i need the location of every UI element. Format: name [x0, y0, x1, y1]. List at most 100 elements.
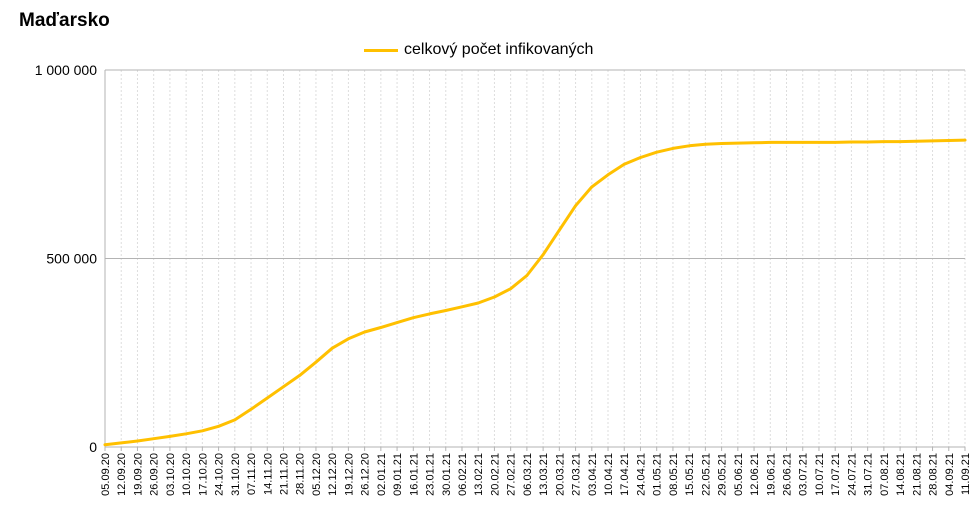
- data-point: [915, 139, 918, 143]
- legend: celkový počet infikovaných: [364, 41, 593, 59]
- x-tick-label: 03.04.21: [587, 453, 599, 496]
- data-point: [931, 139, 934, 143]
- data-point: [493, 295, 496, 299]
- x-tick-label: 12.06.21: [749, 453, 761, 496]
- x-tick-label: 08.05.21: [668, 453, 680, 496]
- x-tick-label: 12.09.20: [116, 453, 128, 496]
- data-point: [103, 443, 107, 447]
- x-tick-label: 05.09.20: [100, 453, 112, 496]
- data-point: [622, 162, 626, 166]
- x-tick-label: 27.03.21: [571, 453, 583, 496]
- data-point: [152, 437, 155, 441]
- data-point: [265, 396, 269, 400]
- data-point: [412, 316, 415, 319]
- data-point: [752, 141, 756, 145]
- x-tick-label: 05.12.20: [311, 453, 323, 496]
- x-tick-label: 03.10.20: [165, 453, 177, 496]
- data-point: [119, 441, 123, 445]
- x-tick-label: 26.09.20: [149, 453, 161, 496]
- data-point: [476, 301, 480, 305]
- x-tick-label: 11.09.21: [960, 453, 972, 495]
- data-point: [541, 253, 545, 257]
- data-point: [282, 385, 285, 388]
- x-tick-label: 21.08.21: [911, 453, 923, 496]
- y-tick-label: 0: [89, 439, 97, 455]
- x-tick-label: 17.07.21: [830, 453, 842, 496]
- data-point: [184, 432, 188, 436]
- data-point: [379, 326, 383, 329]
- data-point: [298, 374, 302, 377]
- x-tick-label: 22.05.21: [700, 453, 712, 496]
- data-point: [671, 147, 675, 150]
- x-tick-label: 26.06.21: [782, 453, 794, 496]
- x-tick-label: 03.07.21: [798, 453, 810, 496]
- x-tick-label: 10.10.20: [181, 453, 193, 496]
- data-point: [363, 330, 366, 334]
- x-tick-label: 13.03.21: [538, 453, 550, 496]
- x-tick-label: 04.09.21: [944, 453, 956, 496]
- data-point: [233, 418, 237, 422]
- data-point: [768, 141, 772, 144]
- x-tick-label: 24.10.20: [214, 453, 226, 496]
- x-tick-label: 31.10.20: [230, 453, 242, 496]
- x-tick-label: 07.11.20: [246, 453, 258, 495]
- data-point: [963, 138, 967, 142]
- x-tick-label: 02.01.21: [376, 453, 388, 496]
- x-tick-label: 07.08.21: [879, 453, 891, 496]
- x-tick-label: 19.06.21: [765, 453, 777, 496]
- data-point: [850, 140, 853, 144]
- data-point: [655, 150, 658, 154]
- x-tick-label: 12.12.20: [327, 453, 339, 496]
- data-point: [168, 435, 172, 438]
- x-tick-label: 29.05.21: [717, 453, 729, 496]
- data-point: [460, 305, 464, 309]
- x-tick-label: 20.02.21: [489, 453, 501, 496]
- data-point: [606, 173, 610, 177]
- x-tick-label: 10.04.21: [603, 453, 615, 496]
- x-tick-label: 28.08.21: [928, 453, 940, 496]
- data-point: [558, 228, 561, 232]
- x-tick-label: 28.11.20: [295, 453, 307, 495]
- x-tick-label: 17.10.20: [197, 453, 209, 496]
- data-point: [201, 429, 204, 433]
- legend-label: celkový počet infikovaných: [404, 41, 594, 58]
- x-tick-label: 27.02.21: [506, 453, 518, 496]
- data-point: [217, 424, 220, 428]
- legend-swatch: [364, 48, 398, 52]
- data-point: [574, 204, 577, 208]
- data-point: [801, 141, 805, 144]
- data-point: [249, 408, 253, 411]
- x-tick-label: 24.07.21: [846, 453, 858, 496]
- x-tick-label: 23.01.21: [425, 453, 437, 496]
- x-tick-label: 01.05.21: [652, 453, 664, 496]
- x-tick-label: 10.07.21: [814, 453, 826, 496]
- data-point: [704, 142, 707, 146]
- x-tick-label: 19.12.20: [343, 453, 355, 496]
- x-tick-label: 31.07.21: [863, 453, 875, 496]
- x-tick-label: 06.03.21: [522, 453, 534, 496]
- data-point: [866, 140, 869, 144]
- y-tick-label: 500 000: [46, 251, 97, 267]
- data-point: [525, 274, 529, 277]
- data-point: [785, 141, 788, 144]
- x-tick-label: 06.02.21: [457, 453, 469, 496]
- data-point: [833, 141, 837, 144]
- data-point: [687, 144, 691, 148]
- x-tick-label: 26.12.20: [360, 453, 372, 496]
- data-point: [395, 321, 399, 324]
- data-point: [347, 337, 350, 341]
- chart-title: Maďarsko: [19, 10, 110, 31]
- x-tick-label: 19.09.20: [132, 453, 144, 496]
- x-tick-label: 30.01.21: [441, 453, 453, 496]
- x-tick-label: 14.08.21: [895, 453, 907, 496]
- x-tick-label: 21.11.20: [278, 453, 290, 495]
- data-point: [136, 439, 139, 443]
- x-tick-label: 17.04.21: [619, 453, 631, 496]
- x-tick-label: 14.11.20: [262, 453, 274, 495]
- data-point: [720, 142, 723, 145]
- data-point: [444, 309, 448, 312]
- x-tick-label: 09.01.21: [392, 453, 404, 496]
- data-point: [882, 140, 886, 143]
- data-point: [817, 141, 821, 144]
